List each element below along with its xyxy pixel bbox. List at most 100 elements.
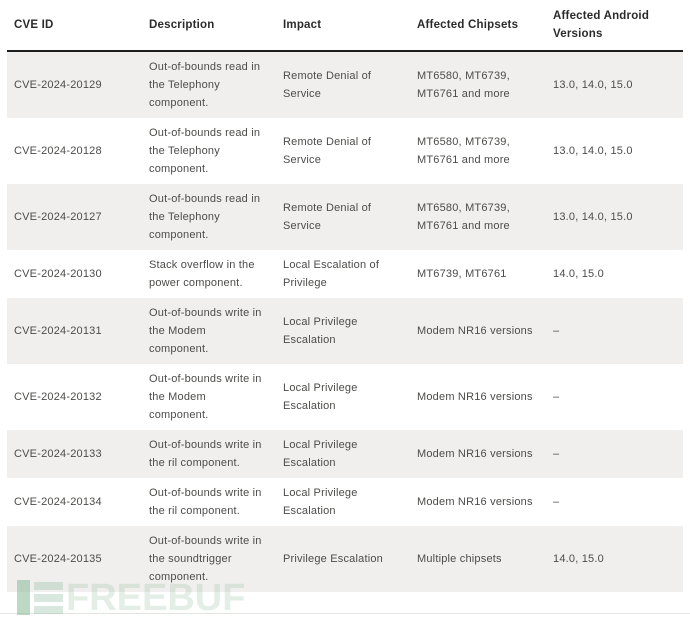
cell-description: Out-of-bounds write in the Modem compone… [142,364,276,430]
column-label: Impact [283,19,322,31]
cell-impact: Local Privilege Escalation [276,364,410,430]
cell-affected-chipsets: Modem NR16 versions [410,478,546,526]
chipsets-text: Modem NR16 versions [417,325,533,337]
table-body: CVE-2024-20129 Out-of-bounds read in the… [7,52,683,592]
table-row: CVE-2024-20128 Out-of-bounds read in the… [7,118,683,184]
cell-affected-chipsets: MT6580, MT6739, MT6761 and more [410,118,546,184]
header-cell-affected-android-versions: Affected Android Versions [546,0,683,50]
cell-impact: Remote Denial of Service [276,118,410,184]
table-row: CVE-2024-20130 Stack overflow in the pow… [7,250,683,298]
cell-cve-id: CVE-2024-20134 [7,478,142,526]
chipsets-text: MT6580, MT6739, MT6761 and more [417,70,510,100]
description-text: Out-of-bounds write in the ril component… [149,487,262,517]
description-text: Out-of-bounds write in the Modem compone… [149,307,262,355]
cell-affected-chipsets: Modem NR16 versions [410,298,546,364]
chipsets-text: Modem NR16 versions [417,448,533,460]
android-versions-text: – [553,496,560,508]
android-versions-text: 14.0, 15.0 [553,268,604,280]
column-label: CVE ID [14,19,54,31]
cell-cve-id: CVE-2024-20130 [7,250,142,298]
cell-impact: Local Privilege Escalation [276,298,410,364]
impact-text: Remote Denial of Service [283,70,372,100]
android-versions-text: – [553,448,560,460]
cell-description: Out-of-bounds write in the Modem compone… [142,298,276,364]
chipsets-text: MT6739, MT6761 [417,268,507,280]
table-header-row: CVE ID Description Impact Affected Chips… [7,0,683,52]
table-row: CVE-2024-20131 Out-of-bounds write in th… [7,298,683,364]
android-versions-text: – [553,325,560,337]
impact-text: Privilege Escalation [283,553,383,565]
header-cell-cve-id: CVE ID [7,0,142,50]
column-label: Description [149,19,215,31]
cell-affected-chipsets: MT6739, MT6761 [410,250,546,298]
cell-affected-android-versions: 14.0, 15.0 [546,250,683,298]
cell-impact: Local Privilege Escalation [276,430,410,478]
description-text: Out-of-bounds write in the ril component… [149,439,262,469]
chipsets-text: MT6580, MT6739, MT6761 and more [417,202,510,232]
cell-cve-id: CVE-2024-20133 [7,430,142,478]
chipsets-text: Multiple chipsets [417,553,502,565]
table-row: CVE-2024-20133 Out-of-bounds write in th… [7,430,683,478]
cve-id-text: CVE-2024-20135 [14,553,102,565]
impact-text: Remote Denial of Service [283,136,372,166]
cell-affected-android-versions: – [546,430,683,478]
cve-id-text: CVE-2024-20130 [14,268,102,280]
cve-id-text: CVE-2024-20132 [14,391,102,403]
cell-description: Out-of-bounds write in the ril component… [142,478,276,526]
cell-cve-id: CVE-2024-20132 [7,364,142,430]
cell-affected-chipsets: Modem NR16 versions [410,364,546,430]
cell-description: Out-of-bounds read in the Telephony comp… [142,118,276,184]
chipsets-text: MT6580, MT6739, MT6761 and more [417,136,510,166]
cell-affected-chipsets: MT6580, MT6739, MT6761 and more [410,52,546,118]
cell-impact: Remote Denial of Service [276,184,410,250]
cell-cve-id: CVE-2024-20135 [7,526,142,592]
cve-id-text: CVE-2024-20129 [14,79,102,91]
android-versions-text: 14.0, 15.0 [553,553,604,565]
cell-affected-chipsets: MT6580, MT6739, MT6761 and more [410,184,546,250]
table-row: CVE-2024-20127 Out-of-bounds read in the… [7,184,683,250]
chipsets-text: Modem NR16 versions [417,496,533,508]
description-text: Out-of-bounds read in the Telephony comp… [149,61,261,109]
description-text: Out-of-bounds read in the Telephony comp… [149,127,261,175]
cell-affected-android-versions: – [546,298,683,364]
cell-impact: Remote Denial of Service [276,52,410,118]
table-row: CVE-2024-20129 Out-of-bounds read in the… [7,52,683,118]
table-row: CVE-2024-20134 Out-of-bounds write in th… [7,478,683,526]
android-versions-text: 13.0, 14.0, 15.0 [553,211,633,223]
chipsets-text: Modem NR16 versions [417,391,533,403]
cell-affected-android-versions: – [546,364,683,430]
description-text: Out-of-bounds write in the soundtrigger … [149,535,262,583]
impact-text: Local Privilege Escalation [283,487,358,517]
cve-id-text: CVE-2024-20128 [14,145,102,157]
cve-id-text: CVE-2024-20131 [14,325,102,337]
impact-text: Local Privilege Escalation [283,439,358,469]
android-versions-text: – [553,391,560,403]
cell-impact: Local Privilege Escalation [276,478,410,526]
impact-text: Local Privilege Escalation [283,382,358,412]
cve-id-text: CVE-2024-20127 [14,211,102,223]
cell-affected-android-versions: 13.0, 14.0, 15.0 [546,184,683,250]
description-text: Out-of-bounds write in the Modem compone… [149,373,262,421]
header-cell-impact: Impact [276,0,410,50]
cell-affected-chipsets: Modem NR16 versions [410,430,546,478]
cell-affected-android-versions: 13.0, 14.0, 15.0 [546,118,683,184]
cve-table: CVE ID Description Impact Affected Chips… [7,0,683,592]
cell-description: Stack overflow in the power component. [142,250,276,298]
impact-text: Local Escalation of Privilege [283,259,380,289]
cell-description: Out-of-bounds read in the Telephony comp… [142,52,276,118]
cell-cve-id: CVE-2024-20128 [7,118,142,184]
cell-description: Out-of-bounds read in the Telephony comp… [142,184,276,250]
android-versions-text: 13.0, 14.0, 15.0 [553,145,633,157]
description-text: Out-of-bounds read in the Telephony comp… [149,193,261,241]
impact-text: Remote Denial of Service [283,202,372,232]
cell-impact: Local Escalation of Privilege [276,250,410,298]
cell-cve-id: CVE-2024-20131 [7,298,142,364]
table-row: CVE-2024-20135 Out-of-bounds write in th… [7,526,683,592]
cell-description: Out-of-bounds write in the soundtrigger … [142,526,276,592]
cell-cve-id: CVE-2024-20129 [7,52,142,118]
header-cell-description: Description [142,0,276,50]
cell-impact: Privilege Escalation [276,526,410,592]
android-versions-text: 13.0, 14.0, 15.0 [553,79,633,91]
bottom-divider [0,613,690,614]
cell-description: Out-of-bounds write in the ril component… [142,430,276,478]
